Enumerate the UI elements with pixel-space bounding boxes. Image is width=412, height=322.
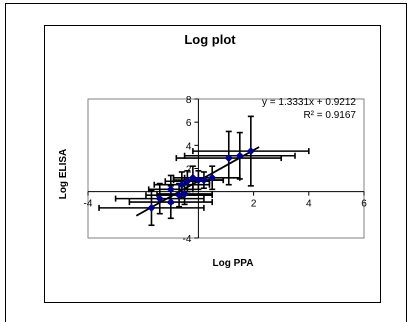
data-point — [194, 176, 203, 185]
data-point — [180, 189, 189, 198]
y-tick-label: -4 — [182, 234, 191, 245]
data-point — [166, 185, 175, 194]
data-point — [199, 176, 208, 185]
y-tick-label: 8 — [186, 95, 192, 106]
y-tick-label: 2 — [186, 165, 192, 176]
data-point — [155, 194, 164, 203]
y-tick-label: 4 — [186, 141, 192, 152]
trendline-equation: y = 1.3331x + 0.9212 — [262, 97, 356, 108]
data-point — [166, 198, 175, 207]
x-tick-label: 2 — [251, 199, 257, 210]
data-point — [224, 154, 233, 163]
y-axis-label: Log ELISA — [58, 149, 69, 200]
data-point — [235, 151, 244, 160]
data-point — [208, 173, 217, 182]
x-tick-label: 6 — [361, 199, 367, 210]
axes: -4 2 4 6 -4 2 4 6 8 — [84, 95, 368, 245]
data-point — [183, 177, 192, 186]
x-axis-label: Log PPA — [213, 258, 254, 269]
r-squared-label: R² = 0.9167 — [303, 110, 356, 121]
chart-title: Log plot — [184, 32, 236, 47]
data-point — [147, 203, 156, 212]
x-tick-label: -4 — [84, 199, 93, 210]
data-points — [147, 147, 255, 212]
y-tick-label: 6 — [186, 118, 192, 129]
data-point — [246, 147, 255, 156]
plot-area — [87, 98, 365, 239]
data-point — [175, 191, 184, 200]
x-tick-label: 4 — [306, 199, 312, 210]
data-point — [177, 180, 186, 189]
